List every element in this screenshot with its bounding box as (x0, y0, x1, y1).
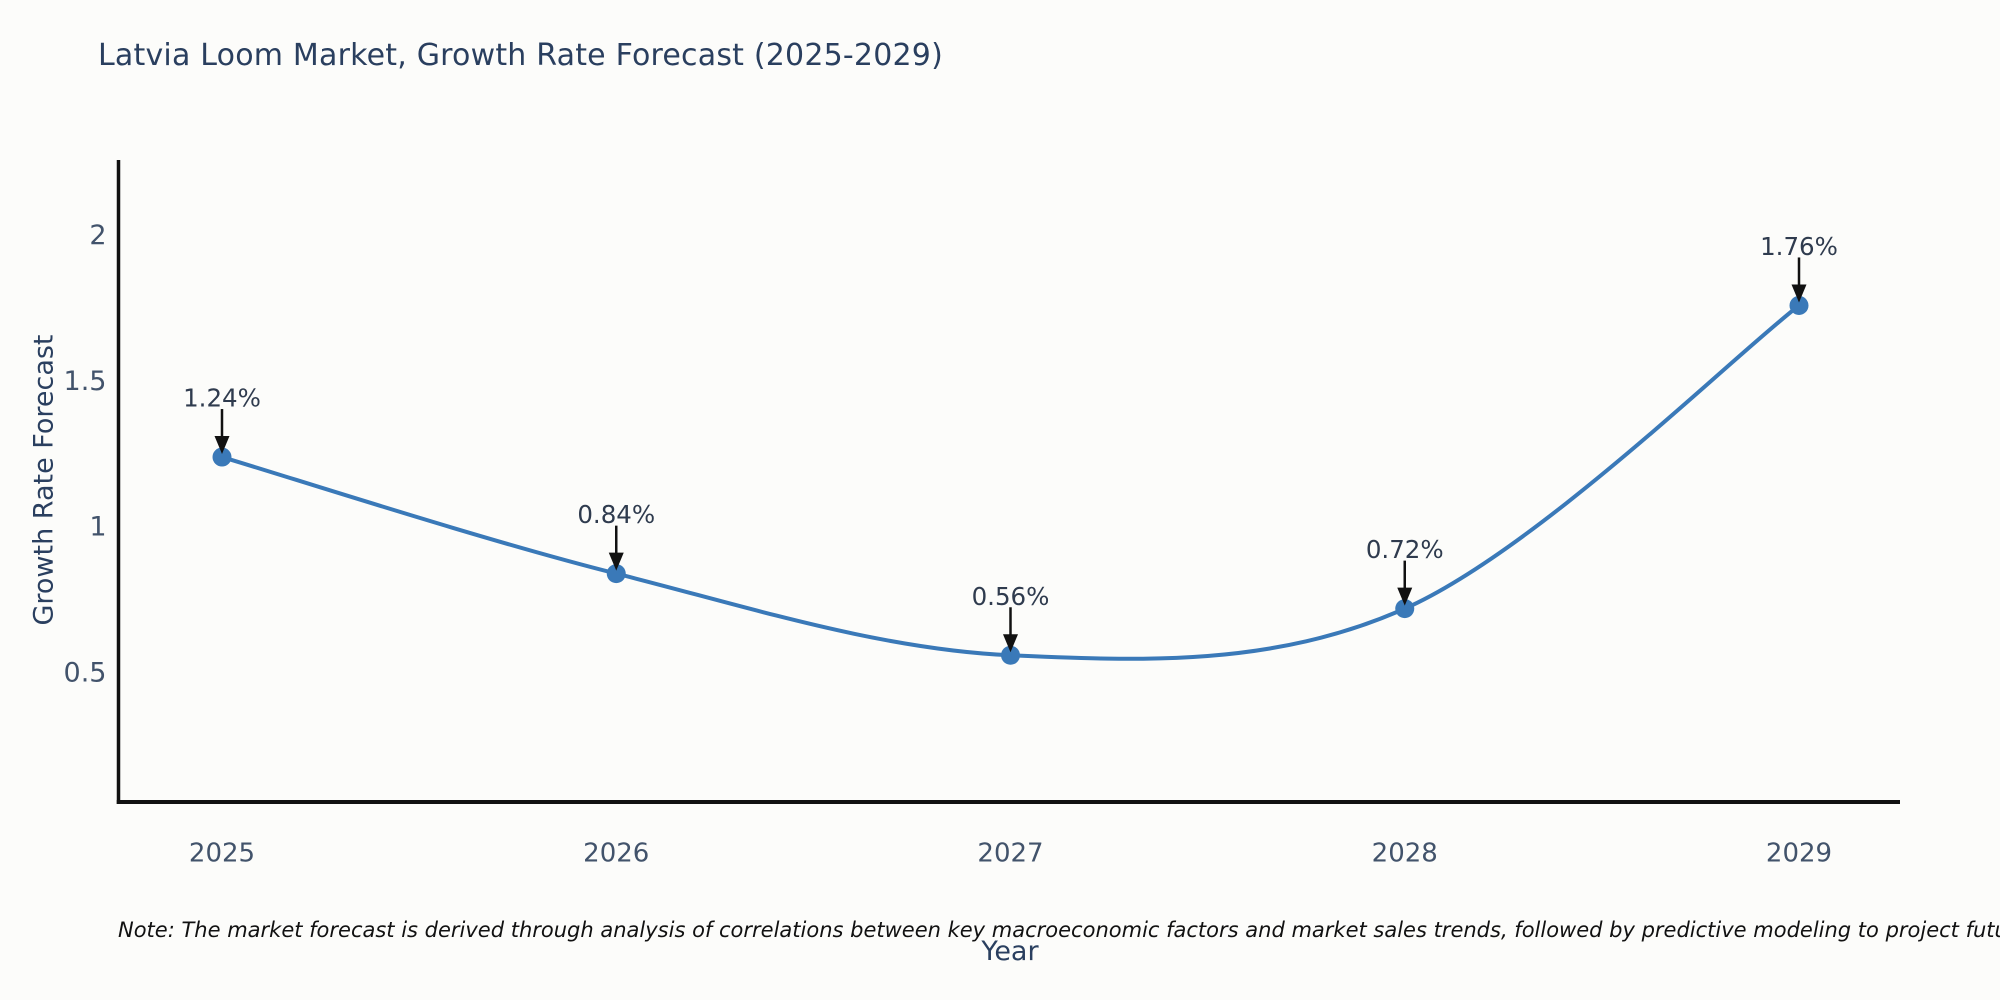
data-point-2025 (212, 447, 232, 467)
y-tick-label: 1.5 (64, 366, 107, 397)
y-tick-label: 0.5 (64, 657, 107, 688)
data-point-2028 (1395, 599, 1415, 619)
data-point-label: 0.72% (1366, 535, 1444, 564)
y-tick-label: 1 (89, 512, 106, 543)
x-tick-label: 2028 (1372, 838, 1438, 868)
data-point-2027 (1001, 645, 1020, 665)
annotation-arrowhead (608, 552, 624, 571)
chart-title: Latvia Loom Market, Growth Rate Forecast… (98, 38, 943, 73)
annotation-arrowhead (1003, 634, 1018, 653)
y-tick-label: 2 (89, 220, 106, 251)
x-tick-label: 2027 (977, 838, 1043, 868)
data-point-label: 0.84% (577, 500, 655, 529)
data-point-2026 (606, 564, 626, 584)
data-point-label: 1.76% (1760, 232, 1838, 261)
data-point-label: 0.56% (972, 582, 1050, 611)
annotation-arrowhead (1397, 587, 1413, 606)
x-tick-label: 2026 (583, 838, 649, 868)
data-point-2029 (1789, 295, 1809, 315)
annotation-arrowhead (1791, 284, 1807, 303)
footnote: Note: The market forecast is derived thr… (118, 918, 2000, 942)
annotation-arrowhead (214, 436, 230, 455)
x-axis-title: Year (981, 936, 1039, 967)
data-point-label: 1.24% (183, 384, 261, 413)
x-tick-label: 2025 (189, 838, 255, 868)
x-tick-label: 2029 (1766, 838, 1832, 868)
